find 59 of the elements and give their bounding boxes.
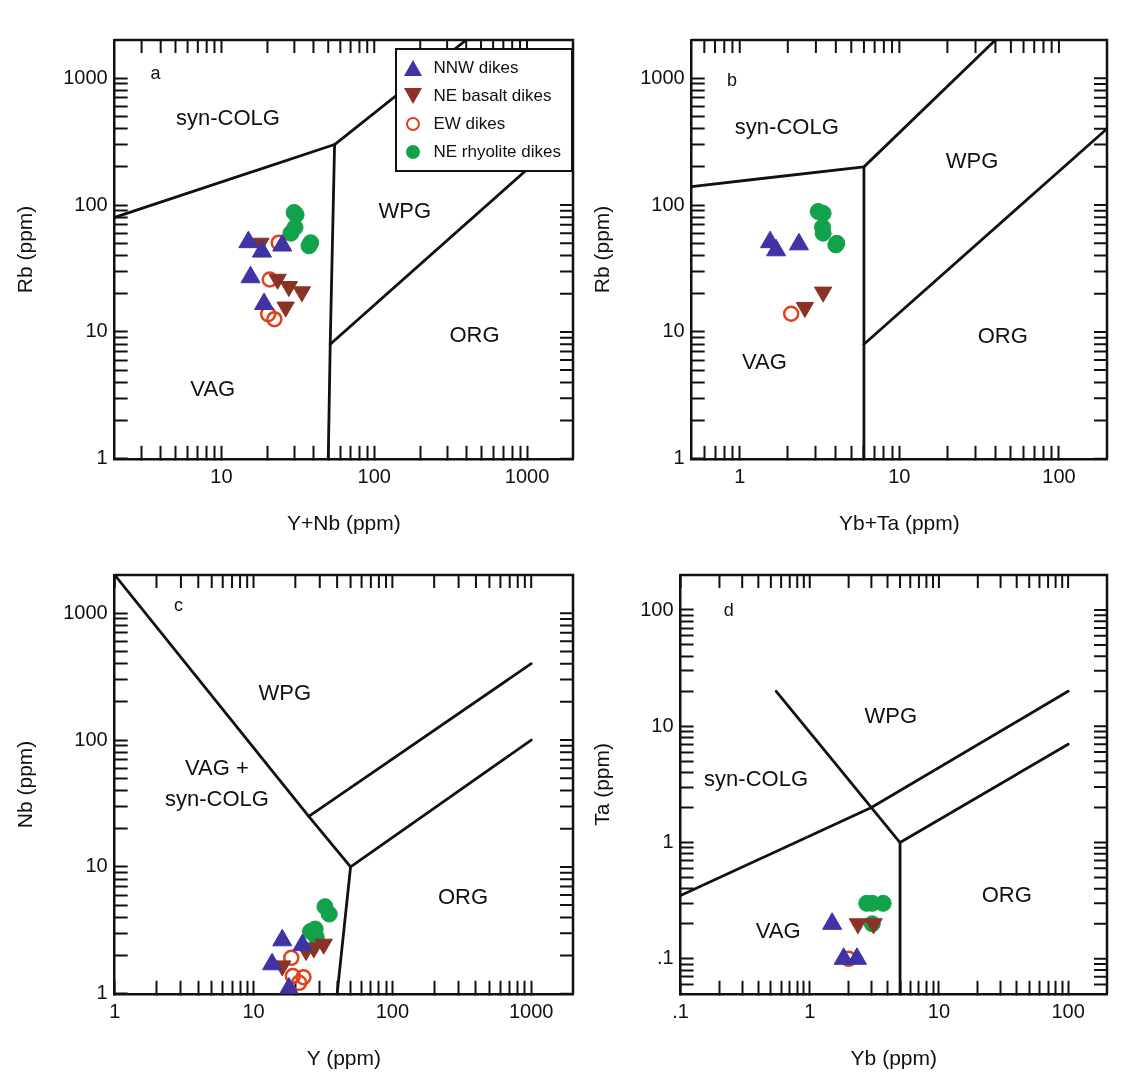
annotation: WPG bbox=[864, 702, 918, 728]
y-axis-title: Rb (ppm) bbox=[13, 205, 37, 294]
y-tick-label: 1000 bbox=[63, 600, 108, 623]
x-tick-label: 1000 bbox=[504, 465, 550, 488]
annotation: ORG bbox=[437, 883, 489, 909]
annotation: VAG bbox=[190, 375, 236, 401]
y-tick-label: 10 bbox=[85, 319, 108, 342]
y-tick-label: .1 bbox=[656, 946, 674, 969]
annotation: syn-COLG bbox=[175, 104, 280, 130]
annotation: VAG + syn-COLG bbox=[164, 754, 269, 811]
y-axis-title: Nb (ppm) bbox=[13, 740, 37, 829]
annotation: ORG bbox=[981, 881, 1032, 907]
annotation: VAG bbox=[755, 918, 801, 944]
y-tick-label: 100 bbox=[640, 597, 674, 620]
x-axis-title: Y (ppm) bbox=[306, 1046, 381, 1070]
y-tick-label: 1000 bbox=[63, 65, 108, 88]
y-tick-label: 1 bbox=[96, 446, 108, 469]
y-tick-label: 100 bbox=[74, 192, 108, 215]
x-tick-label: 10 bbox=[927, 1000, 951, 1023]
y-axis-title: Ta (ppm) bbox=[590, 742, 614, 826]
y-tick-label: 1000 bbox=[640, 65, 685, 88]
y-tick-label: 10 bbox=[662, 319, 685, 342]
annotation: d bbox=[723, 599, 734, 620]
y-tick-label: 100 bbox=[651, 192, 685, 215]
x-tick-label: 100 bbox=[1051, 1000, 1085, 1023]
annotation: a bbox=[150, 63, 162, 84]
x-tick-label: 100 bbox=[357, 465, 391, 488]
y-tick-label: 1 bbox=[96, 981, 108, 1004]
x-tick-label: 100 bbox=[1042, 465, 1076, 488]
annotation: WPG bbox=[378, 197, 432, 223]
annotation: ORG bbox=[977, 322, 1028, 348]
legend-label: EW dikes bbox=[433, 114, 506, 134]
y-tick-label: 100 bbox=[74, 727, 108, 750]
annotation: WPG bbox=[258, 680, 312, 706]
x-tick-label: 1000 bbox=[508, 1000, 554, 1023]
annotation: WPG bbox=[945, 147, 999, 173]
x-axis-title: Y+Nb (ppm) bbox=[286, 511, 401, 535]
annotation: VAG bbox=[741, 348, 787, 374]
y-tick-label: 10 bbox=[651, 713, 674, 736]
y-tick-label: 1 bbox=[673, 446, 685, 469]
x-tick-label: 1 bbox=[734, 465, 746, 488]
annotation: b bbox=[726, 69, 737, 90]
x-axis-title: Yb+Ta (ppm) bbox=[838, 511, 960, 535]
x-tick-label: 10 bbox=[210, 465, 233, 488]
annotation: syn-COLG bbox=[704, 765, 809, 791]
annotation: syn-COLG bbox=[734, 114, 839, 140]
y-axis-title: Rb (ppm) bbox=[590, 205, 614, 294]
annotation: ORG bbox=[449, 322, 500, 348]
x-tick-label: 1 bbox=[804, 1000, 816, 1023]
legend-label: NNW dikes bbox=[433, 58, 519, 78]
y-tick-label: 10 bbox=[85, 854, 108, 877]
x-tick-label: 10 bbox=[242, 1000, 265, 1023]
annotation: c bbox=[173, 595, 183, 616]
legend-label: NE rhyolite dikes bbox=[433, 142, 561, 162]
y-tick-label: 1 bbox=[662, 830, 674, 853]
x-axis-title: Yb (ppm) bbox=[850, 1046, 937, 1070]
x-tick-label: 10 bbox=[888, 465, 911, 488]
x-tick-label: 100 bbox=[375, 1000, 410, 1023]
legend-label: NE basalt dikes bbox=[433, 86, 552, 106]
